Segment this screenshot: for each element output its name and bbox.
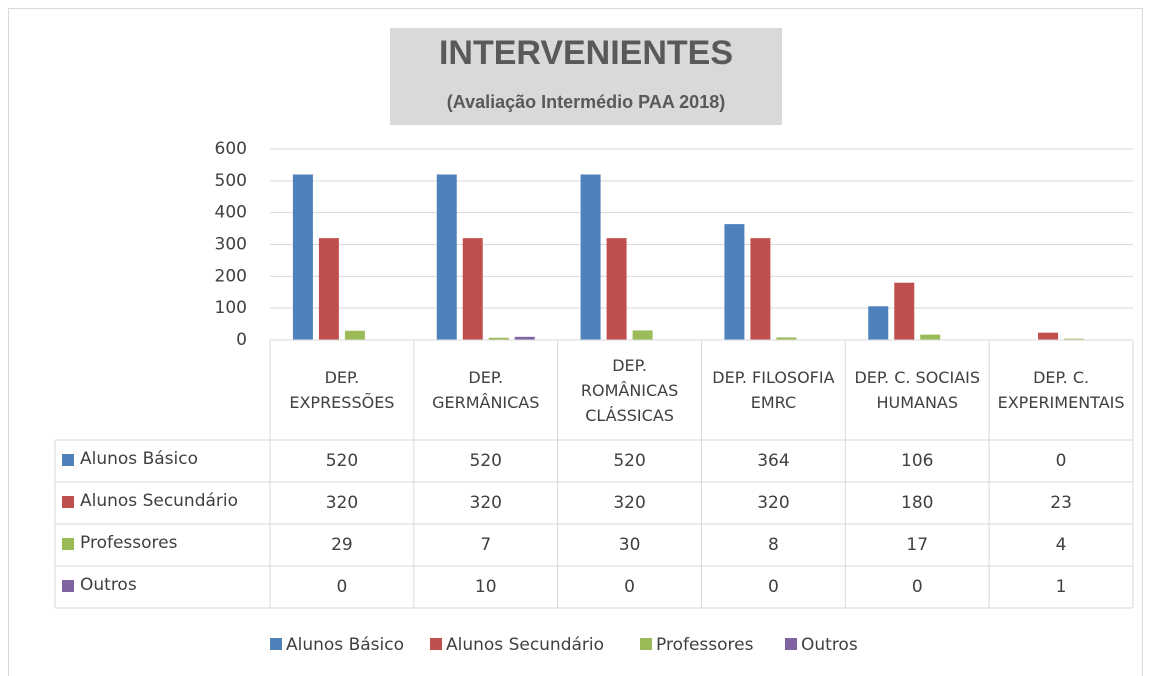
table-row-label: Outros <box>80 575 137 595</box>
table-value: 23 <box>1050 493 1072 513</box>
table-value: 320 <box>470 493 502 513</box>
table-value: 364 <box>757 451 789 471</box>
bar <box>488 337 509 340</box>
bar <box>724 224 745 340</box>
chart-title: INTERVENIENTES <box>439 34 733 72</box>
legend-label: Alunos Básico <box>286 635 404 655</box>
bar <box>920 334 941 340</box>
y-tick-label: 300 <box>215 235 247 255</box>
table-row-label: Alunos Básico <box>80 449 198 469</box>
table-value: 520 <box>613 451 645 471</box>
table-value: 320 <box>757 493 789 513</box>
table-row-label: Alunos Secundário <box>80 491 238 511</box>
legend-key <box>270 638 282 650</box>
table-legend-key <box>62 454 74 466</box>
table-value: 0 <box>768 577 779 597</box>
table-value: 8 <box>768 535 779 555</box>
table-value: 320 <box>613 493 645 513</box>
bar <box>344 330 365 340</box>
bar <box>514 336 535 340</box>
x-tick-label: DEP. ROMÂNICAS CLÁSSICAS <box>580 355 679 425</box>
table-value: 7 <box>480 535 491 555</box>
bar <box>776 337 797 340</box>
table-legend-key <box>62 496 74 508</box>
legend-label: Outros <box>801 635 858 655</box>
bar <box>436 174 457 340</box>
table-value: 106 <box>901 451 933 471</box>
table-value: 17 <box>906 535 928 555</box>
bar <box>462 238 483 340</box>
y-tick-label: 600 <box>215 139 247 159</box>
table-value: 29 <box>331 535 353 555</box>
chart-border <box>8 8 1143 676</box>
table-value: 0 <box>624 577 635 597</box>
table-value: 0 <box>912 577 923 597</box>
legend-label: Professores <box>656 635 754 655</box>
legend-key <box>640 638 652 650</box>
bar <box>868 306 889 340</box>
chart-subtitle: (Avaliação Intermédio PAA 2018) <box>447 92 725 112</box>
table-value: 1 <box>1056 577 1067 597</box>
bar <box>1064 338 1085 340</box>
y-tick-label: 400 <box>215 203 247 223</box>
legend-key <box>430 638 442 650</box>
table-value: 4 <box>1056 535 1067 555</box>
bar <box>318 238 339 340</box>
y-tick-label: 100 <box>215 298 247 318</box>
y-tick-label: 200 <box>215 266 247 286</box>
table-value: 520 <box>326 451 358 471</box>
table-value: 180 <box>901 493 933 513</box>
table-value: 0 <box>337 577 348 597</box>
bar <box>750 238 771 340</box>
y-tick-label: 0 <box>236 330 247 350</box>
bar <box>632 330 653 340</box>
bar <box>1038 332 1059 340</box>
table-value: 30 <box>619 535 641 555</box>
legend-key <box>785 638 797 650</box>
table-row-label: Professores <box>80 533 178 553</box>
table-legend-key <box>62 580 74 592</box>
legend-label: Alunos Secundário <box>446 635 604 655</box>
x-tick-label: DEP. FILOSOFIA EMRC <box>712 368 835 412</box>
y-tick-label: 500 <box>215 171 247 191</box>
title-box <box>390 28 782 125</box>
table-value: 320 <box>326 493 358 513</box>
table-value: 0 <box>1056 451 1067 471</box>
x-tick-label: DEP. C. EXPERIMENTAIS <box>997 368 1125 412</box>
x-tick-label: DEP. C. SOCIAIS HUMANAS <box>854 368 981 412</box>
bar <box>894 282 915 340</box>
table-legend-key <box>62 538 74 550</box>
bar <box>292 174 313 340</box>
table-value: 520 <box>470 451 502 471</box>
x-tick-label: DEP. GERMÂNICAS <box>432 368 540 412</box>
x-tick-label: DEP. EXPRESSÕES <box>289 368 395 412</box>
bar <box>606 238 627 340</box>
bar <box>580 174 601 340</box>
table-value: 10 <box>475 577 497 597</box>
